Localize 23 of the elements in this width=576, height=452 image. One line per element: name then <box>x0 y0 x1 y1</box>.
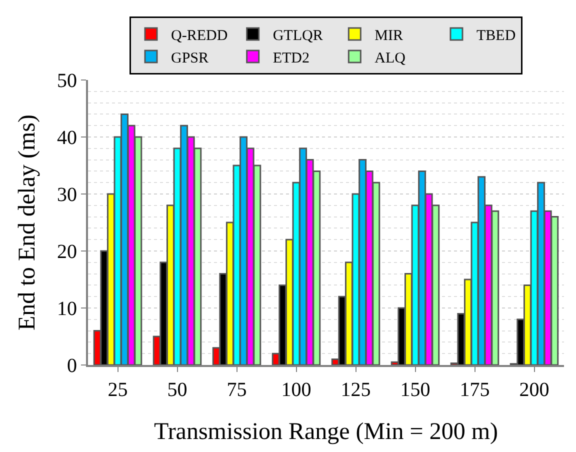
x-tick-label: 150 <box>400 379 430 401</box>
legend-label: ETD2 <box>272 50 310 66</box>
y-tick-label: 20 <box>57 241 77 263</box>
x-tick-label: 125 <box>340 379 371 401</box>
y-tick-label: 50 <box>57 70 77 92</box>
x-axis-title: Transmission Range (Min = 200 m) <box>154 418 498 445</box>
y-axis-title: End to End delay (ms) <box>14 114 41 330</box>
legend-label: GTLQR <box>272 28 323 44</box>
x-tick-label: 25 <box>108 379 128 401</box>
x-tick-label: 50 <box>167 379 188 401</box>
x-tick-label: 100 <box>281 379 312 401</box>
y-tick-label: 0 <box>67 355 77 377</box>
legend-label: GPSR <box>171 50 209 66</box>
x-tick-label: 75 <box>226 379 247 401</box>
y-tick-label: 40 <box>57 127 77 149</box>
y-tick-label: 10 <box>57 298 77 320</box>
legend-label: Q-REDD <box>171 28 228 44</box>
y-tick-label: 30 <box>57 184 77 206</box>
legend-label: MIR <box>374 28 403 44</box>
legend-label: TBED <box>476 28 516 44</box>
x-tick-label: 200 <box>519 379 550 401</box>
legend-label: ALQ <box>374 50 406 66</box>
x-tick-label: 175 <box>460 379 490 401</box>
